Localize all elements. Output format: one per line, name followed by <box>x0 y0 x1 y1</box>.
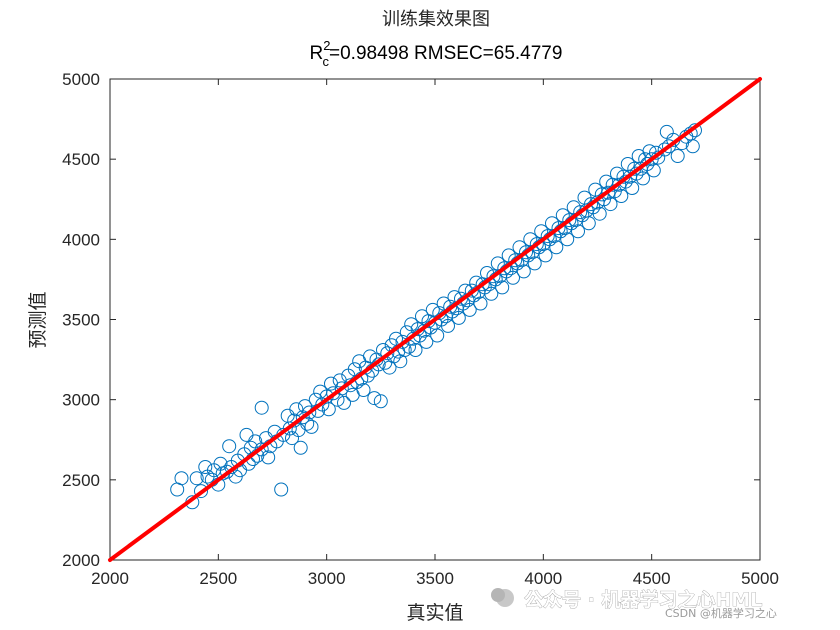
scatter-point <box>625 181 640 195</box>
scatter-point <box>560 232 575 247</box>
y-tick-label: 3500 <box>62 311 100 330</box>
scatter-point <box>484 286 499 301</box>
scatter-point <box>527 256 542 271</box>
scatter-point <box>274 482 289 497</box>
scatter-point <box>300 416 315 431</box>
scatter-point <box>293 440 308 455</box>
scatter-point <box>367 391 382 406</box>
axis-tick-labels: 2000 2500 3000 3500 4000 4500 5000 2000 2500 3000… <box>62 70 779 588</box>
scatter-point <box>430 328 445 343</box>
scatter-point <box>551 221 566 236</box>
y-tick-label: 4500 <box>62 150 100 169</box>
scatter-point <box>584 197 598 212</box>
scatter-point <box>189 471 204 486</box>
scatter-point <box>599 174 614 189</box>
scatter-point <box>538 248 553 263</box>
y-tick-label: 3000 <box>62 391 100 410</box>
x-tick-label: 4500 <box>633 569 671 588</box>
x-tick-label: 4000 <box>524 569 562 588</box>
scatter-point <box>337 395 351 410</box>
scatter-point <box>646 163 661 178</box>
scatter-point <box>495 280 510 295</box>
wechat-logo-bubble-icon <box>491 588 505 602</box>
scatter-point <box>282 421 297 436</box>
scatter-point <box>451 310 466 325</box>
scatter-point <box>408 343 423 357</box>
scatter-point <box>603 197 618 212</box>
subtitle-metrics: =0.98498 RMSEC=65.4779 <box>329 43 562 64</box>
scatter-point <box>198 460 213 474</box>
scatter-point <box>497 261 512 276</box>
subtitle-r: R <box>310 43 324 64</box>
scatter-point <box>174 471 189 486</box>
y-tick-label: 2500 <box>62 471 100 490</box>
scatter-point <box>529 237 544 252</box>
x-tick-label: 2500 <box>199 569 237 588</box>
scatter-point <box>571 224 585 239</box>
scatter-point <box>670 149 685 163</box>
y-tick-label: 2000 <box>62 551 100 570</box>
scatter-point <box>516 264 531 279</box>
subtitle-r-superscript: 2 <box>323 38 330 53</box>
subtitle-r-subscript: c <box>323 54 330 69</box>
scatter-point <box>614 189 629 203</box>
reference-line <box>108 77 762 562</box>
scatter-point <box>304 419 319 434</box>
y-tick-label: 5000 <box>62 70 100 89</box>
scatter-point <box>302 405 317 420</box>
scatter-point <box>261 450 276 465</box>
scatter-point <box>685 139 700 154</box>
scatter-point <box>473 296 488 311</box>
scatter-point <box>549 240 564 255</box>
watermark-main-text: 公众号 · 机器学习之心HML <box>524 588 762 611</box>
scatter-point <box>581 216 596 231</box>
scatter-point <box>610 166 624 181</box>
scatter-point <box>363 349 377 364</box>
x-tick-label: 2000 <box>91 569 129 588</box>
scatter-point <box>486 269 501 284</box>
scatter-point <box>573 205 588 220</box>
scatter-point <box>441 318 455 333</box>
scatter-point <box>462 302 477 317</box>
scatter-point <box>380 346 395 361</box>
scatter-point <box>657 142 672 157</box>
scatter-point <box>508 253 523 268</box>
x-axis-label: 真实值 <box>406 602 463 624</box>
scatter-point <box>373 394 388 409</box>
scatter-point <box>222 439 237 454</box>
x-tick-label: 5000 <box>741 569 779 588</box>
reference-line-layer <box>108 77 762 562</box>
scatter-point <box>506 270 520 285</box>
scatter-point <box>194 484 208 499</box>
scatter-point <box>540 229 555 244</box>
scatter-point <box>356 383 371 397</box>
x-tick-label: 3500 <box>416 569 454 588</box>
x-tick-label: 3000 <box>308 569 346 588</box>
scatter-point <box>562 213 577 228</box>
chart-title: 训练集效果图 <box>382 9 490 30</box>
watermark-sub-text: CSDN @机器学习之心 <box>665 606 777 620</box>
y-tick-label: 4000 <box>62 230 100 249</box>
scatter-point <box>334 381 349 396</box>
scatter-point <box>321 402 336 417</box>
y-axis-label: 预测值 <box>27 291 49 348</box>
scatter-point <box>612 177 627 192</box>
scatter-point <box>636 171 650 186</box>
watermark: 公众号 · 机器学习之心HML CSDN @机器学习之心 <box>491 588 777 620</box>
scatter-point <box>419 334 434 349</box>
scatter-point <box>601 185 616 200</box>
scatter-point <box>519 245 533 260</box>
chart-subtitle: R2 c=0.98498 RMSEC=65.4779 <box>310 38 563 69</box>
scatter-point <box>254 400 269 415</box>
scatter-point <box>592 206 607 221</box>
